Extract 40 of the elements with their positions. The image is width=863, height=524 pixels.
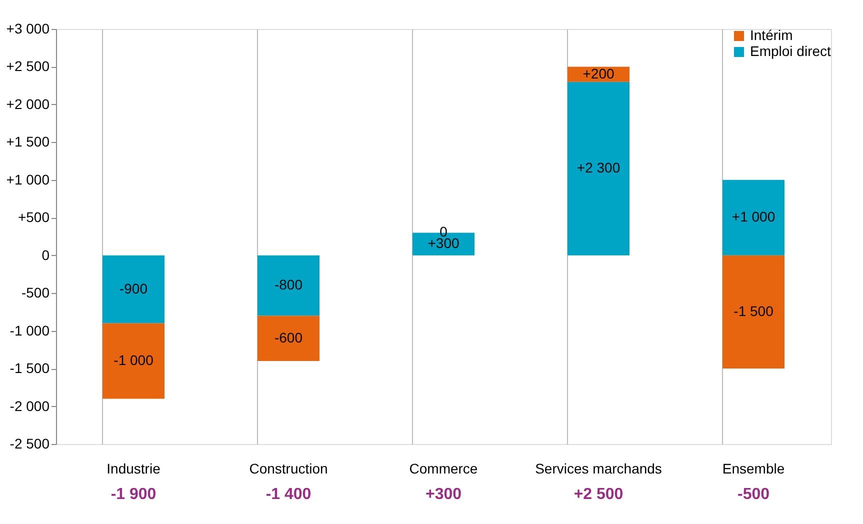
y-tick-label: -2 000 <box>10 398 50 414</box>
y-tick-label: +2 500 <box>6 58 50 74</box>
bar <box>102 323 164 399</box>
data-label: +300 <box>428 235 460 252</box>
x-tick-label: Commerce <box>409 460 478 476</box>
bar <box>722 180 784 256</box>
data-label: -800 <box>274 276 303 293</box>
x-tick-label: Construction <box>249 460 328 476</box>
legend-label: Emploi direct <box>750 43 832 59</box>
text: +300 <box>425 486 462 503</box>
y-tick-label: +1 000 <box>6 171 50 188</box>
bar <box>258 255 320 316</box>
x-tick-label: Industrie <box>106 460 161 476</box>
bar <box>568 82 630 256</box>
text: -500 <box>737 486 770 503</box>
y-tick-label: -500 <box>21 284 50 301</box>
y-tick-label: +1 500 <box>6 134 50 150</box>
data-label: +1 000 <box>732 208 776 225</box>
data-label: -900 <box>119 280 148 296</box>
y-tick-label: +2 000 <box>6 96 50 112</box>
x-tick-label: Services marchands <box>535 460 662 476</box>
bar <box>102 255 164 324</box>
y-tick-label: +3 000 <box>6 20 50 36</box>
data-label: -1 000 <box>114 352 154 368</box>
text: +2 500 <box>574 486 624 503</box>
y-tick-label: -1 500 <box>10 360 50 376</box>
text: -1 900 <box>110 486 156 503</box>
y-tick-label: +500 <box>18 209 50 226</box>
bar <box>258 316 320 361</box>
data-label: +200 <box>582 65 614 82</box>
x-tick-label: Ensemble <box>722 460 785 476</box>
data-label: +2 300 <box>576 160 620 176</box>
y-tick-label: -2 500 <box>10 436 50 452</box>
data-label: -600 <box>274 329 303 346</box>
legend-label: Intérim <box>750 27 793 43</box>
y-tick-label: -1 000 <box>10 322 50 338</box>
y-tick-label: 0 <box>42 246 50 263</box>
data-label: -1 500 <box>734 302 774 319</box>
bar <box>722 255 784 369</box>
text: -1 400 <box>266 486 312 503</box>
